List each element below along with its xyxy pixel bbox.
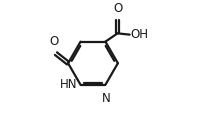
Text: N: N — [102, 92, 110, 105]
Text: O: O — [49, 35, 59, 48]
Text: OH: OH — [130, 28, 148, 41]
Text: HN: HN — [60, 78, 77, 91]
Text: O: O — [113, 2, 122, 15]
